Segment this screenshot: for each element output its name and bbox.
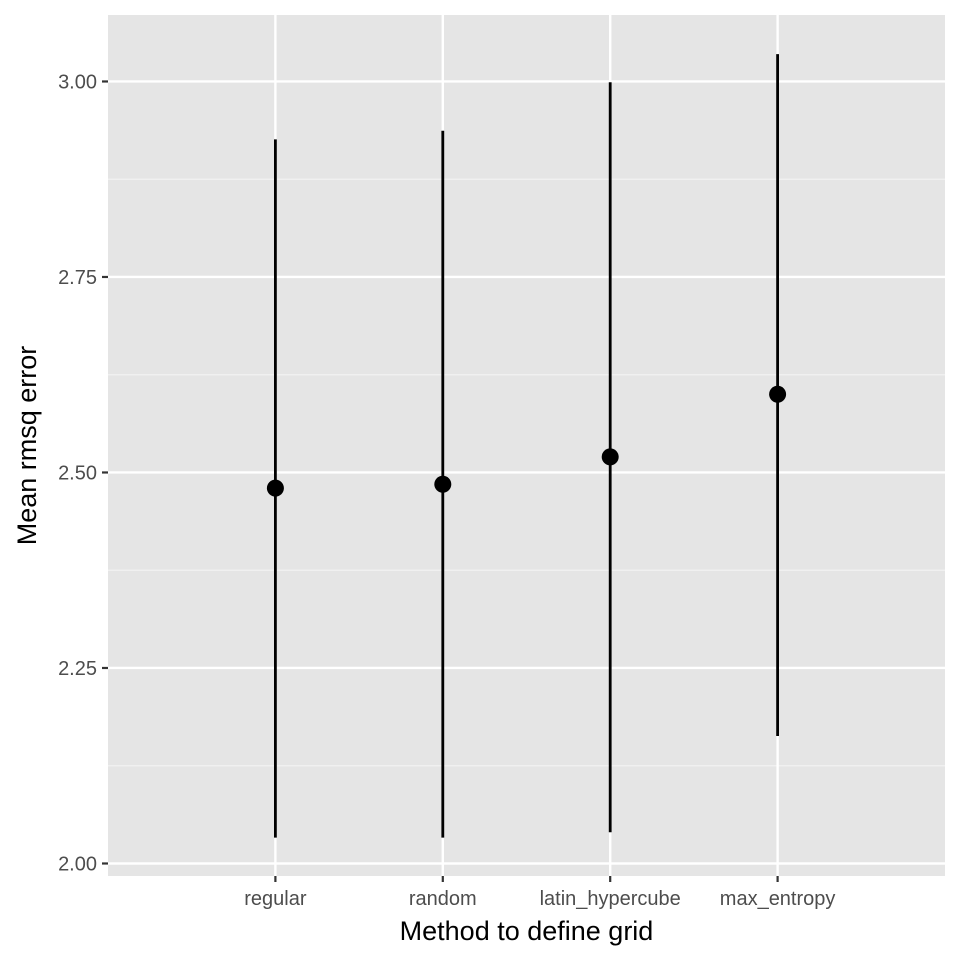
x-axis: regular random latin_hypercube max_entropy [244, 876, 835, 910]
y-tick-label: 2.75 [58, 267, 97, 289]
x-tick-label: latin_hypercube [540, 888, 681, 910]
y-tick-label: 3.00 [58, 71, 97, 93]
minor-gridlines [108, 178, 945, 767]
plot-panel [108, 15, 945, 876]
x-tick-label: max_entropy [720, 888, 836, 910]
y-axis: 2.00 2.25 2.50 2.75 3.00 [58, 71, 108, 875]
y-axis-title: Mean rmsq error [12, 346, 42, 546]
data-point [266, 479, 284, 497]
data-marks [266, 54, 787, 838]
x-tick-label: random [409, 888, 477, 910]
x-axis-title: Method to define grid [400, 916, 654, 946]
data-point [434, 475, 452, 493]
x-tick-label: regular [244, 888, 307, 910]
y-tick-label: 2.50 [58, 462, 97, 484]
y-tick-label: 2.25 [58, 658, 97, 680]
data-point [601, 448, 619, 466]
y-tick-label: 2.00 [58, 853, 97, 875]
data-point [769, 385, 787, 403]
